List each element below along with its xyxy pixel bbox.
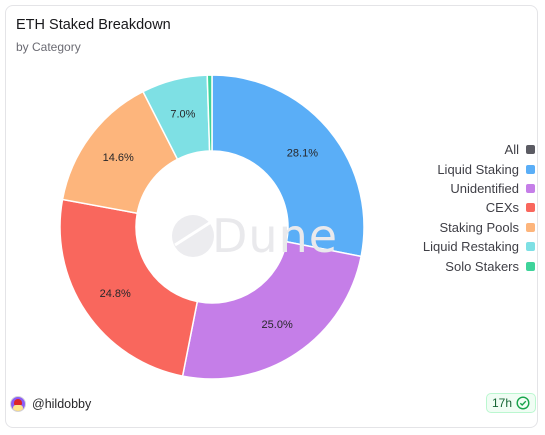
legend-label: Liquid Restaking <box>422 239 519 255</box>
slice-cexs[interactable] <box>59 198 199 378</box>
freshness-age: 17h <box>491 396 512 410</box>
slice-solo-stakers[interactable] <box>206 74 213 152</box>
slice-unidentified[interactable] <box>181 240 363 380</box>
legend-item-cexs[interactable]: CEXs <box>335 198 535 217</box>
data-label-liquid-staking: 28.1% <box>287 148 318 160</box>
data-label-staking-pools: 14.6% <box>103 152 134 164</box>
legend-swatch <box>526 242 535 252</box>
legend-swatch <box>526 183 535 193</box>
legend-item-liquid-restaking[interactable]: Liquid Restaking <box>335 237 535 256</box>
freshness-badge: 17h <box>485 393 536 413</box>
check-circle-icon <box>516 396 530 410</box>
slice-liquid-staking[interactable] <box>211 74 365 258</box>
legend-item-liquid-staking[interactable]: Liquid Staking <box>335 159 535 178</box>
legend-label: Unidentified <box>450 180 519 196</box>
legend-swatch <box>526 222 535 232</box>
legend-label: Solo Stakers <box>445 258 519 274</box>
legend-swatch <box>526 261 535 271</box>
watermark-text: Dune <box>212 209 339 263</box>
legend-item-unidentified[interactable]: Unidentified <box>335 179 535 198</box>
legend-item-solo-stakers[interactable]: Solo Stakers <box>335 256 535 275</box>
author[interactable]: @hildobby <box>10 396 91 412</box>
chart-title: ETH Staked Breakdown <box>16 17 171 33</box>
legend-label: Staking Pools <box>439 219 520 235</box>
legend-swatch <box>526 203 535 213</box>
data-label-cexs: 24.8% <box>100 288 131 300</box>
legend-swatch <box>526 164 535 174</box>
legend-item-all[interactable]: All <box>335 140 535 159</box>
legend: All Liquid Staking Unidentified CEXs Staking… <box>335 140 535 276</box>
avatar <box>10 396 26 412</box>
dune-logo-icon <box>172 215 214 257</box>
legend-swatch <box>526 145 535 155</box>
legend-label: CEXs <box>485 200 519 216</box>
data-label-unidentified: 25.0% <box>262 319 293 331</box>
data-label-liquid-restaking: 7.0% <box>170 109 195 121</box>
chart-subtitle: by Category <box>16 40 81 54</box>
legend-label: All <box>504 142 519 158</box>
legend-label: Liquid Staking <box>437 161 519 177</box>
legend-item-staking-pools[interactable]: Staking Pools <box>335 218 535 237</box>
author-name: @hildobby <box>32 397 92 411</box>
